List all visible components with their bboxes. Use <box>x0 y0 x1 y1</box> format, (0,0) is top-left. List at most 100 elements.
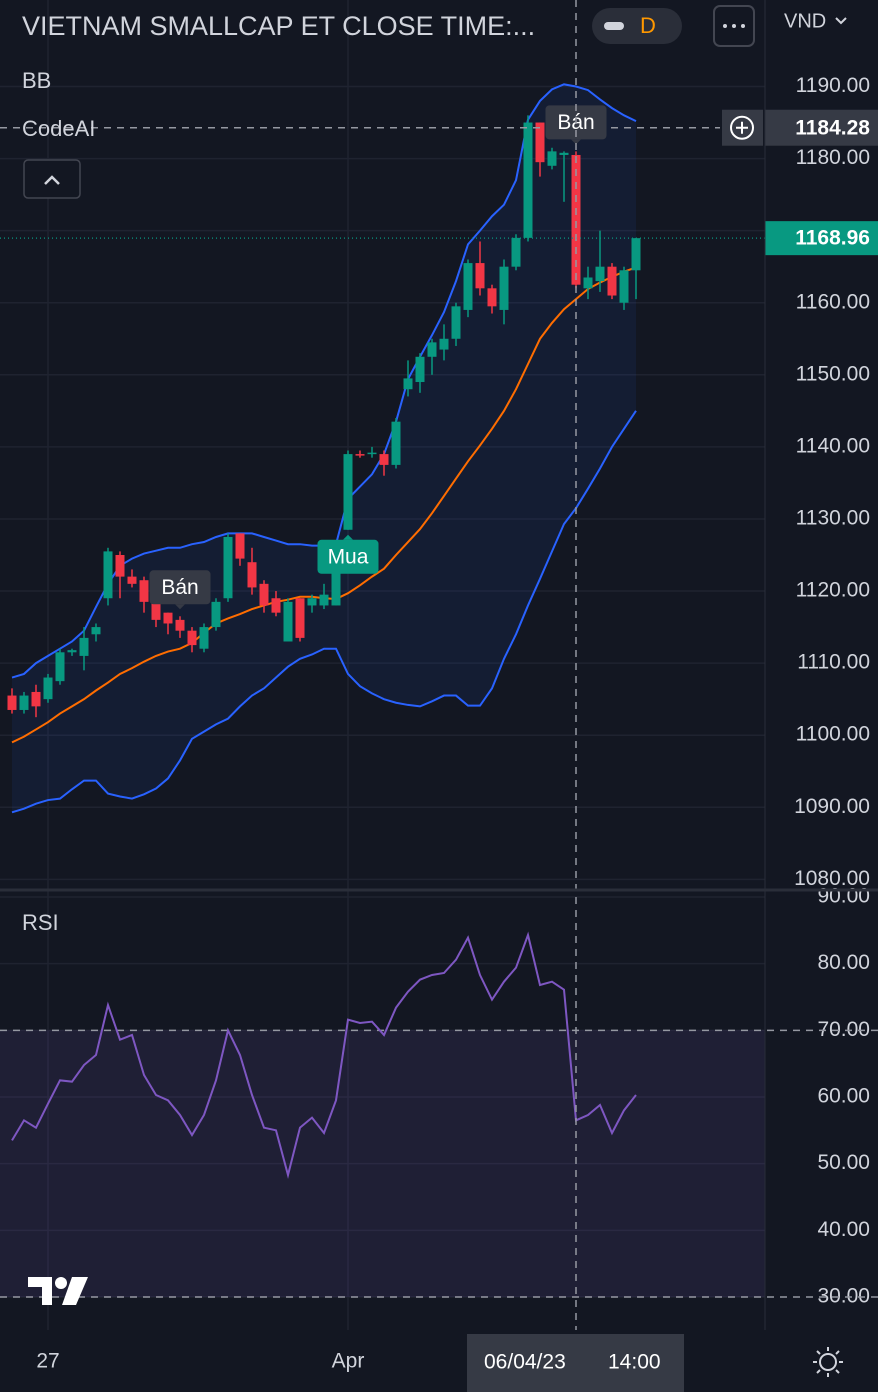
y-tick-label: 40.00 <box>817 1218 870 1241</box>
y-tick-label: 1130.00 <box>796 507 870 530</box>
signal-pointer <box>571 139 581 145</box>
candle-body <box>607 266 617 296</box>
collapse-icon <box>44 175 60 185</box>
candle-body <box>487 288 497 307</box>
crosshair-price-label: 1184.28 <box>795 116 870 139</box>
candle-body <box>19 695 29 710</box>
signal-badge <box>317 539 379 574</box>
signal-label: Bán <box>161 576 198 599</box>
indicator-label: CodeAI <box>22 116 95 141</box>
signal-label: Mua <box>328 545 369 568</box>
symbol-title: VIETNAM SMALLCAP ET CLOSE TIME:... <box>22 11 535 41</box>
candle-body <box>283 601 293 642</box>
y-tick-label: 1100.00 <box>796 723 870 746</box>
y-tick-label: 1180.00 <box>796 146 870 169</box>
y-tick-label: 1160.00 <box>796 290 870 313</box>
candle-body <box>259 583 269 606</box>
candle-body <box>307 598 317 606</box>
y-tick-label: 80.00 <box>817 951 870 974</box>
y-tick-label: 1090.00 <box>794 795 870 818</box>
candle-body <box>463 263 473 310</box>
crosshair-date: 06/04/23 <box>484 1351 566 1374</box>
candle-body <box>271 598 281 613</box>
y-tick-label: 1190.00 <box>796 74 870 97</box>
logo-shape <box>28 1277 52 1305</box>
candle-body <box>139 580 149 602</box>
candle-body <box>355 454 365 456</box>
candle-body <box>175 619 185 631</box>
candle-body <box>91 627 101 635</box>
logo-shape <box>55 1277 67 1289</box>
dot <box>723 24 727 28</box>
candle-body <box>523 122 533 238</box>
add-icon <box>730 115 754 140</box>
candle-body <box>127 576 137 584</box>
candle-body <box>31 691 41 707</box>
y-tick-label: 60.00 <box>817 1085 870 1108</box>
candle-body <box>115 555 125 577</box>
signal-badge <box>149 570 211 605</box>
settings-icon-rays <box>813 1347 843 1377</box>
candle-body <box>199 627 209 649</box>
candle-body <box>619 270 629 303</box>
settings-icon-ring <box>819 1353 837 1371</box>
x-tick-label: 27 <box>36 1350 59 1373</box>
candle-body <box>367 452 377 455</box>
rsi-title: RSI <box>22 910 59 935</box>
candle-body <box>631 238 641 271</box>
candle-body <box>403 378 413 390</box>
candle-body <box>547 151 557 166</box>
more-button[interactable] <box>713 5 755 47</box>
candle-body <box>511 237 521 267</box>
candle-body <box>295 598 305 638</box>
candle-body <box>247 562 257 588</box>
rsi-line <box>11 931 637 1179</box>
candle-body <box>151 601 161 620</box>
candle-body <box>535 122 545 163</box>
settings-icon[interactable] <box>813 1347 843 1377</box>
crosshair-price-badge <box>765 109 878 146</box>
currency[interactable]: VND <box>784 10 826 32</box>
logo <box>28 1277 88 1305</box>
interval-button[interactable] <box>592 8 682 44</box>
candle-body <box>427 342 437 357</box>
collapse-button[interactable] <box>23 159 81 199</box>
candle-body <box>559 152 569 155</box>
dot <box>732 24 736 28</box>
add-icon-plus <box>736 121 748 134</box>
y-tick-label: 50.00 <box>817 1151 870 1174</box>
y-tick-label: 1150.00 <box>796 362 870 385</box>
x-tick-label: Apr <box>332 1350 365 1373</box>
y-tick-label: 70.00 <box>817 1018 870 1041</box>
candle-body <box>235 533 245 559</box>
candle-body <box>223 536 233 599</box>
candle-body <box>7 695 17 710</box>
last-price-label: 1168.96 <box>795 227 870 250</box>
candle-body <box>583 277 593 289</box>
candle-body <box>391 421 401 465</box>
candle-body <box>331 569 341 606</box>
candle-body <box>103 551 113 599</box>
candle-body <box>499 266 509 310</box>
toggle-icon <box>604 22 624 30</box>
candle-body <box>43 677 53 700</box>
candle-body <box>439 338 449 350</box>
candle-body <box>319 594 329 606</box>
y-tick-label: 1080.00 <box>794 867 870 890</box>
currency-caret <box>835 17 847 25</box>
crosshair-date-badge <box>467 1334 684 1392</box>
candle-body <box>571 154 581 285</box>
interval: D <box>640 13 656 38</box>
candle-body <box>595 266 605 282</box>
indicator-label: BB <box>22 68 51 93</box>
candle-body <box>67 650 77 653</box>
y-tick-label: 1110.00 <box>797 651 870 674</box>
band-lower <box>11 410 637 814</box>
dot <box>741 24 745 28</box>
last-price-badge <box>765 221 878 256</box>
candle-body <box>163 612 173 624</box>
y-tick-label: 1140.00 <box>796 434 870 457</box>
